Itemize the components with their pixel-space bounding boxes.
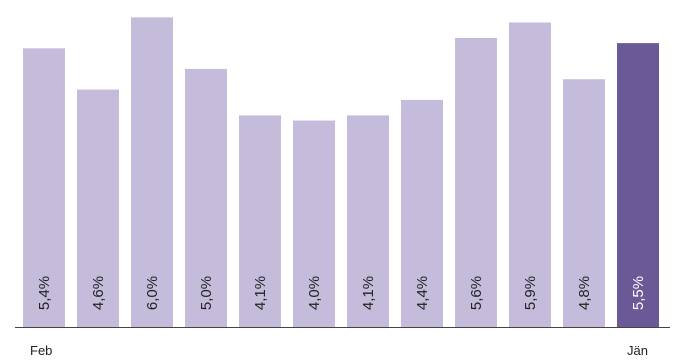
bar-11 (563, 79, 605, 328)
bar-6 (293, 120, 335, 327)
bar-value-label-9: 5,6% (468, 276, 485, 310)
x-tick-label-first: Feb (30, 343, 52, 358)
bar-9 (455, 37, 497, 327)
bars-group (23, 17, 659, 328)
bar-7 (347, 115, 389, 327)
bar-value-label-1: 5,4% (36, 276, 53, 310)
bar-3 (131, 17, 173, 328)
bar-4 (185, 68, 227, 327)
bar-value-label-11: 4,8% (576, 276, 593, 310)
bar-value-label-12: 5,5% (630, 276, 647, 310)
bar-value-label-7: 4,1% (360, 276, 377, 310)
value-labels-group: 5,4% 4,6% 6,0% 5,0% 4,1% 4,0% 4,1% 4,4% 5,6% 5,9%… (36, 276, 647, 310)
bar-value-label-5: 4,1% (252, 276, 269, 310)
bar-value-label-2: 4,6% (90, 276, 107, 310)
bar-1 (23, 48, 65, 328)
bar-2 (77, 89, 119, 327)
bar-value-label-6: 4,0% (306, 276, 323, 310)
bar-value-label-10: 5,9% (522, 276, 539, 310)
bar-5 (239, 115, 281, 327)
bar-10 (509, 22, 551, 327)
bar-value-label-3: 6,0% (144, 276, 161, 310)
bar-12 (617, 43, 659, 328)
x-tick-label-last: Jän (627, 343, 648, 358)
bar-value-label-8: 4,4% (414, 276, 431, 310)
bar-value-label-4: 5,0% (198, 276, 215, 310)
bar-8 (401, 99, 443, 327)
